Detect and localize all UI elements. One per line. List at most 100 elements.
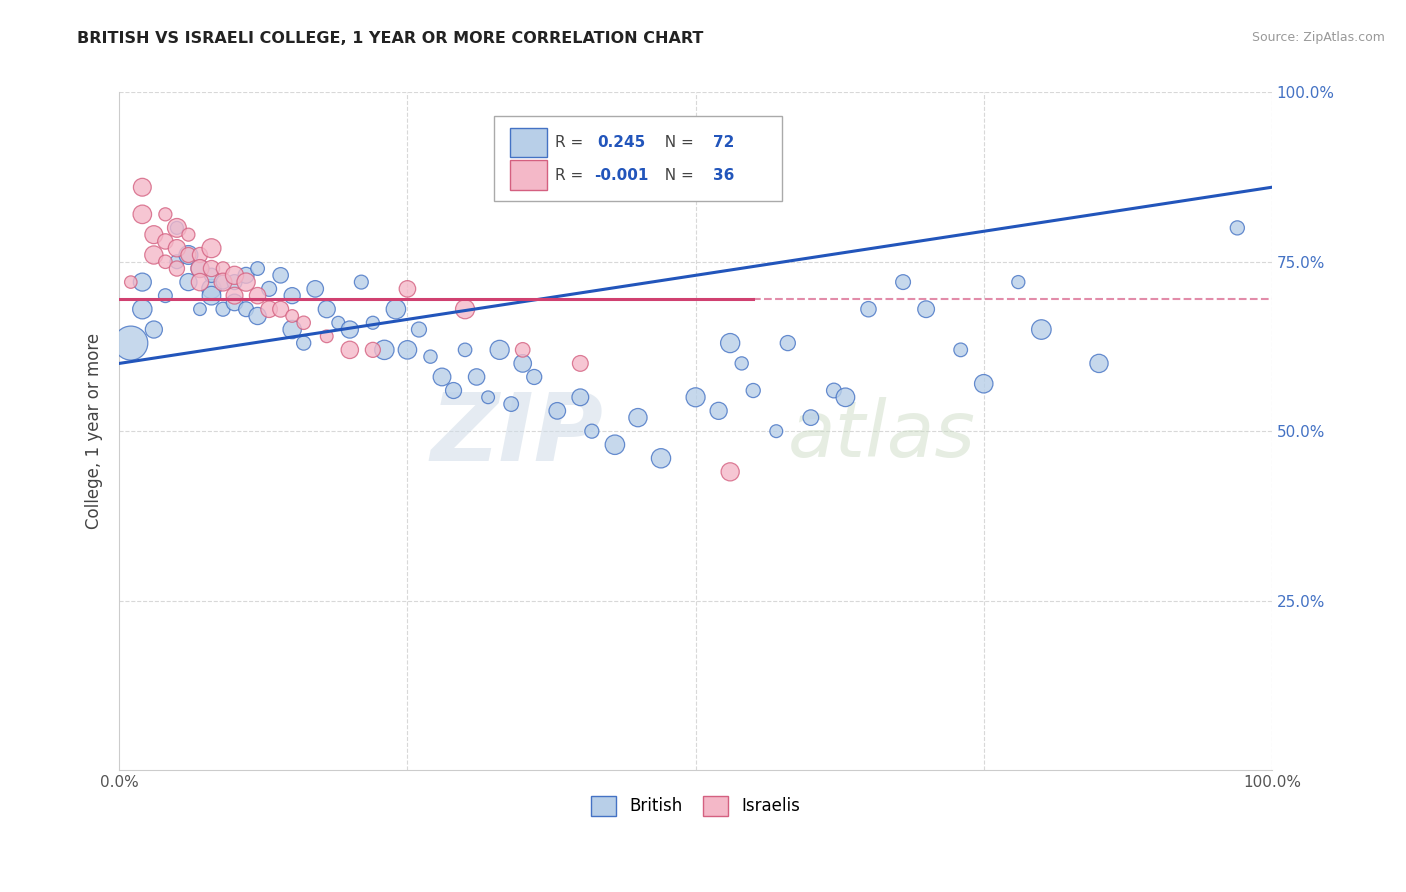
Text: R =: R = <box>555 135 588 150</box>
Point <box>188 248 211 262</box>
Point <box>212 275 235 289</box>
Point <box>731 356 754 370</box>
Text: ZIP: ZIP <box>430 389 603 481</box>
Point <box>742 384 765 398</box>
Point <box>131 180 153 194</box>
Text: N =: N = <box>655 168 699 183</box>
Point <box>569 356 592 370</box>
Point <box>200 268 222 283</box>
Text: 36: 36 <box>713 168 734 183</box>
Point <box>142 227 165 242</box>
Point <box>707 404 730 418</box>
Point <box>270 302 292 317</box>
FancyBboxPatch shape <box>494 116 782 201</box>
Point <box>373 343 395 357</box>
Point <box>177 248 200 262</box>
Point <box>188 261 211 276</box>
Text: BRITISH VS ISRAELI COLLEGE, 1 YEAR OR MORE CORRELATION CHART: BRITISH VS ISRAELI COLLEGE, 1 YEAR OR MO… <box>77 31 704 46</box>
Point <box>212 275 235 289</box>
Legend: British, Israelis: British, Israelis <box>585 789 807 822</box>
Text: Source: ZipAtlas.com: Source: ZipAtlas.com <box>1251 31 1385 45</box>
Point <box>361 343 384 357</box>
Point <box>257 282 280 296</box>
Text: N =: N = <box>655 135 699 150</box>
Point <box>627 410 650 425</box>
Point <box>166 220 188 235</box>
Point <box>315 329 337 343</box>
Point <box>454 343 477 357</box>
Point <box>339 322 361 336</box>
Point <box>396 282 419 296</box>
Point <box>155 235 177 249</box>
Point <box>120 275 142 289</box>
Point <box>315 302 337 317</box>
Point <box>224 295 246 310</box>
Point <box>200 282 222 296</box>
Point <box>281 309 304 323</box>
Point <box>200 261 222 276</box>
Point <box>155 288 177 302</box>
Text: -0.001: -0.001 <box>595 168 648 183</box>
Point <box>166 254 188 268</box>
Point <box>1007 275 1029 289</box>
Text: R =: R = <box>555 168 588 183</box>
Point <box>408 322 430 336</box>
Point <box>188 275 211 289</box>
Point <box>1088 356 1111 370</box>
Point <box>131 207 153 221</box>
Point <box>224 275 246 289</box>
Point <box>1031 322 1053 336</box>
Point <box>949 343 972 357</box>
Point <box>1226 220 1249 235</box>
Point <box>350 275 373 289</box>
Point <box>546 404 568 418</box>
Point <box>465 370 488 384</box>
Point <box>430 370 453 384</box>
Point <box>212 302 235 317</box>
Point <box>224 288 246 302</box>
Point <box>188 261 211 276</box>
Point <box>235 268 257 283</box>
Point <box>142 322 165 336</box>
Point <box>224 268 246 283</box>
Point <box>246 309 269 323</box>
Point <box>281 322 304 336</box>
FancyBboxPatch shape <box>510 128 547 157</box>
Point <box>523 370 546 384</box>
Point <box>304 282 326 296</box>
Point <box>270 268 292 283</box>
Point <box>891 275 914 289</box>
Point <box>823 384 845 398</box>
Point <box>650 451 672 466</box>
Point <box>131 302 153 317</box>
Point <box>915 302 938 317</box>
Y-axis label: College, 1 year or more: College, 1 year or more <box>86 333 103 529</box>
Point <box>512 343 534 357</box>
Text: 0.245: 0.245 <box>598 135 645 150</box>
Point <box>120 336 142 351</box>
Point <box>501 397 523 411</box>
Point <box>166 261 188 276</box>
Point <box>385 302 408 317</box>
Point <box>131 275 153 289</box>
Point <box>235 302 257 317</box>
Point <box>328 316 350 330</box>
Point <box>443 384 465 398</box>
Text: atlas: atlas <box>787 397 976 473</box>
Point <box>685 390 707 404</box>
Point <box>603 438 626 452</box>
Point <box>246 261 269 276</box>
Point <box>973 376 995 391</box>
Point <box>718 336 741 351</box>
Point <box>292 316 315 330</box>
Point <box>177 275 200 289</box>
Point <box>581 424 603 438</box>
Point <box>488 343 510 357</box>
Point <box>718 465 741 479</box>
Point <box>569 390 592 404</box>
Point <box>800 410 823 425</box>
Point <box>166 241 188 255</box>
Point <box>396 343 419 357</box>
Point <box>142 248 165 262</box>
Point <box>281 288 304 302</box>
